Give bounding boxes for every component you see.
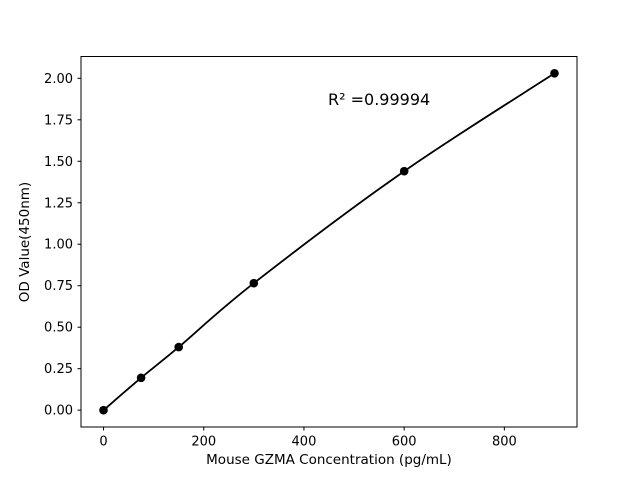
data-point-marker [249, 278, 259, 288]
x-axis-label: Mouse GZMA Concentration (pg/mL) [206, 452, 452, 468]
x-tick-label: 0 [99, 435, 107, 450]
data-point-marker [99, 405, 108, 415]
x-tick-label: 200 [191, 435, 216, 450]
y-tick-label: 0.75 [44, 279, 73, 294]
y-tick-label: 1.75 [44, 113, 73, 128]
x-tick-label: 600 [392, 435, 417, 450]
y-axis-label: OD Value(450nm) [17, 181, 33, 303]
x-tick-label: 400 [292, 435, 317, 450]
data-point-marker [399, 166, 409, 176]
y-tick-label: 2.00 [44, 72, 73, 87]
data-point-marker [550, 69, 559, 78]
fit-curve [102, 72, 556, 412]
data-point-marker [136, 373, 146, 383]
y-tick-label: 1.50 [44, 155, 73, 170]
y-tick-label: 0.50 [44, 321, 73, 336]
axes-frame [80, 56, 578, 428]
y-tick-label: 1.00 [44, 238, 73, 253]
y-tick-label: 0.00 [44, 404, 73, 419]
r-squared-annotation: R² =0.99994 [328, 90, 431, 109]
y-tick-label: 0.25 [44, 362, 73, 377]
data-point-marker [174, 342, 183, 352]
x-tick-label: 800 [492, 435, 517, 450]
y-tick-label: 1.25 [44, 196, 73, 211]
